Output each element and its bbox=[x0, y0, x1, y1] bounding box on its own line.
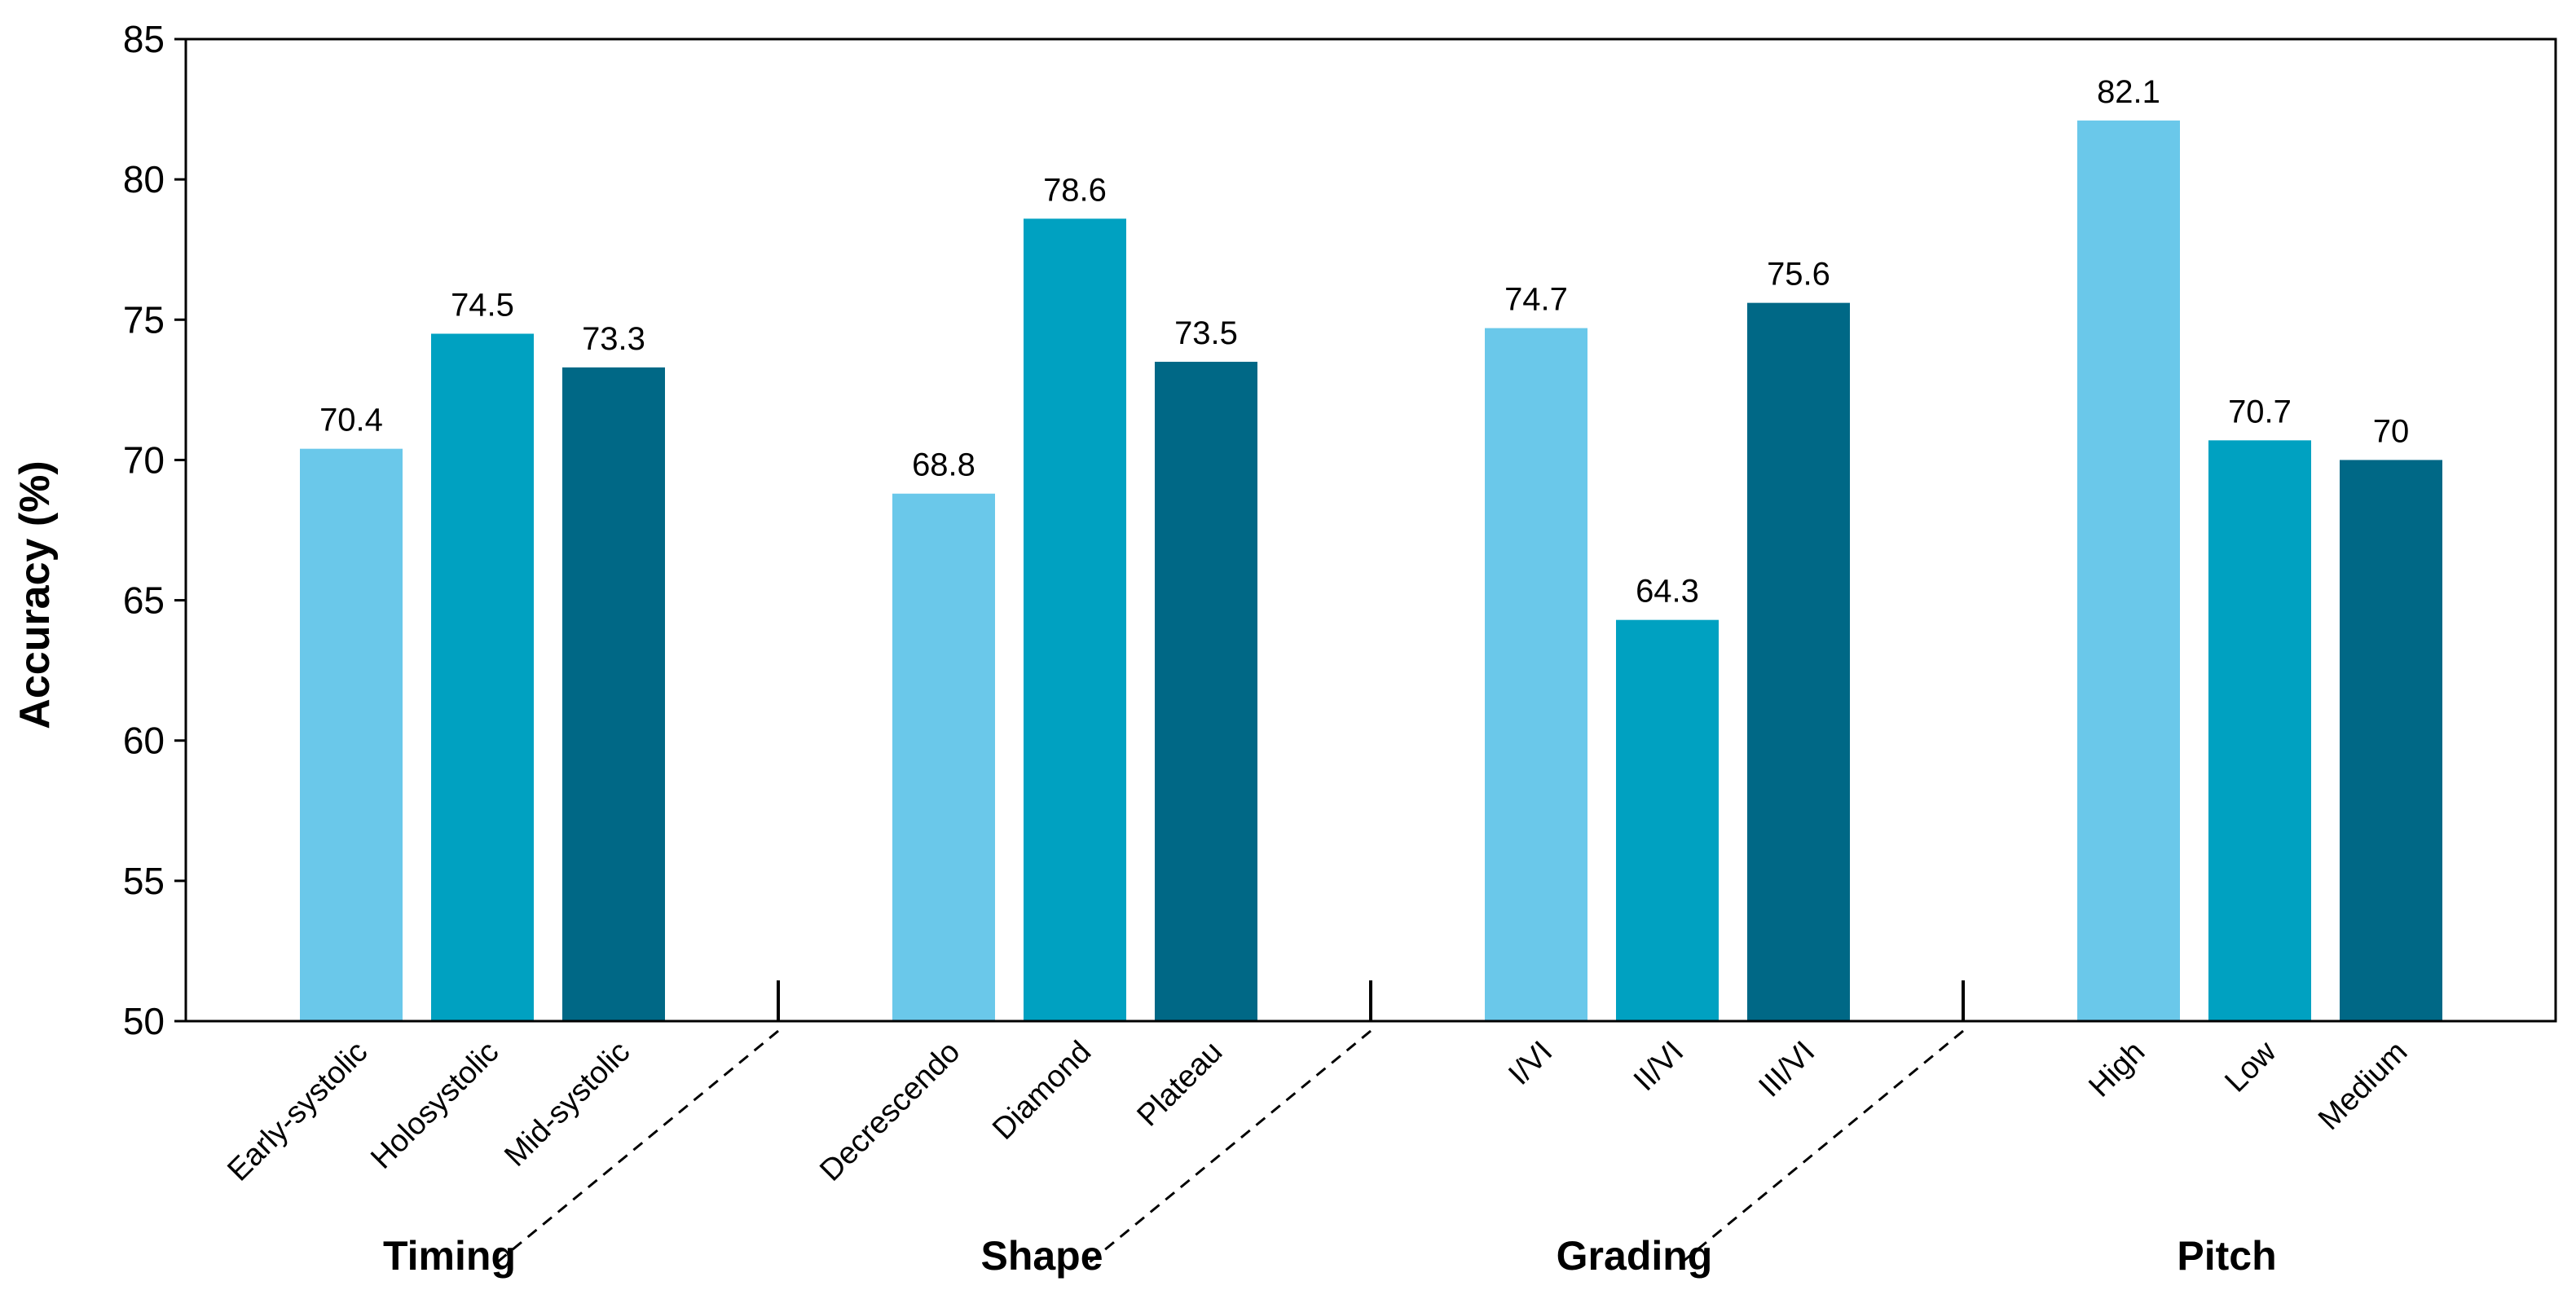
data-label: 70.4 bbox=[319, 403, 383, 438]
group-label-grading: Grading bbox=[1557, 1233, 1713, 1279]
data-label: 75.6 bbox=[1767, 257, 1830, 293]
category-label: Holosystolic bbox=[364, 1035, 505, 1176]
category-label: Decrescendo bbox=[813, 1035, 967, 1188]
category-label: Diamond bbox=[986, 1035, 1098, 1147]
category-label: High bbox=[2082, 1035, 2151, 1104]
data-label: 64.3 bbox=[1636, 574, 1699, 610]
category-label: Medium bbox=[2312, 1035, 2414, 1137]
y-tick-label: 50 bbox=[123, 1000, 165, 1042]
data-labels-layer: 70.4 74.5 73.3 68.8 78.6 73.5 74.7 64.3 75.6 82.1… bbox=[319, 74, 2409, 610]
category-label: Low bbox=[2218, 1034, 2283, 1099]
group-separator-dashed-line bbox=[1677, 1029, 1964, 1267]
data-label: 70 bbox=[2373, 413, 2410, 449]
category-label: III/VI bbox=[1752, 1035, 1821, 1104]
bar-timing-2 bbox=[562, 367, 665, 1021]
category-label: Plateau bbox=[1131, 1035, 1230, 1134]
group-separator-dashed-line bbox=[492, 1029, 779, 1267]
group-separator-dashed-line bbox=[1085, 1029, 1372, 1267]
plot-frame bbox=[184, 37, 2557, 1023]
group-label-timing: Timing bbox=[383, 1233, 516, 1279]
bar-pitch-1 bbox=[2208, 440, 2311, 1021]
bar-shape-1 bbox=[1024, 218, 1126, 1021]
bar-grading-2 bbox=[1747, 302, 1850, 1022]
group-label-pitch: Pitch bbox=[2177, 1233, 2276, 1279]
bar-shape-0 bbox=[892, 493, 995, 1021]
category-label: I/VI bbox=[1502, 1035, 1559, 1092]
data-label: 70.7 bbox=[2228, 394, 2292, 429]
bar-shape-2 bbox=[1155, 361, 1257, 1021]
y-tick-label: 60 bbox=[123, 720, 165, 762]
y-tick-label: 85 bbox=[123, 18, 165, 60]
category-label: Early-systolic bbox=[221, 1035, 374, 1188]
group-labels-layer: Timing Shape Grading Pitch bbox=[383, 1233, 2277, 1279]
y-tick-label: 65 bbox=[123, 579, 165, 622]
y-tick-label: 80 bbox=[123, 158, 165, 200]
bar-timing-1 bbox=[431, 333, 534, 1021]
axes-layer bbox=[184, 37, 2557, 1267]
data-label: 68.8 bbox=[912, 447, 975, 483]
bar-grading-0 bbox=[1485, 328, 1587, 1022]
bar-grading-1 bbox=[1616, 619, 1719, 1021]
data-label: 74.7 bbox=[1504, 282, 1568, 318]
y-tick-label: 75 bbox=[123, 298, 165, 341]
bar-pitch-0 bbox=[2077, 120, 2180, 1021]
y-axis-title: Accuracy (%) bbox=[11, 460, 59, 729]
y-tick-label: 70 bbox=[123, 438, 165, 481]
group-label-shape: Shape bbox=[980, 1233, 1103, 1279]
category-label: II/VI bbox=[1627, 1035, 1690, 1098]
y-tick-label: 55 bbox=[123, 860, 165, 902]
bar-pitch-2 bbox=[2340, 460, 2442, 1021]
data-label: 82.1 bbox=[2097, 74, 2160, 110]
category-label: Mid-systolic bbox=[498, 1035, 636, 1174]
bar-timing-0 bbox=[300, 448, 403, 1021]
data-label: 73.5 bbox=[1174, 315, 1238, 351]
data-label: 74.5 bbox=[451, 288, 514, 324]
y-ticks-layer: 50 55 60 65 70 75 80 85 bbox=[123, 18, 186, 1042]
bars-layer bbox=[300, 120, 2442, 1022]
data-label: 78.6 bbox=[1043, 172, 1107, 208]
data-label: 73.3 bbox=[582, 321, 645, 357]
